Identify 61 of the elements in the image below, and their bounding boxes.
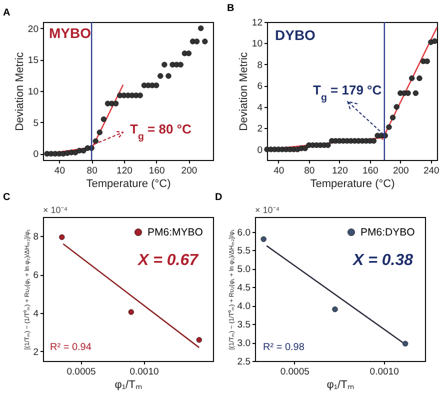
y-tick-label: 20 [28, 24, 38, 35]
annotation: X = 0.38 [352, 252, 414, 269]
annotation: MYBO [49, 25, 92, 41]
annotation: T$_{g}$ = 179 °C [312, 82, 382, 104]
y-tick-label: 3.5 [237, 320, 250, 331]
annotation: T$_{g}$ = 80 °C [130, 121, 192, 142]
x-tick-label: 160 [148, 166, 165, 176]
x-tick-label: 160 [362, 166, 378, 176]
x-axis-title: Temperature (°C) [310, 178, 395, 190]
y-tick-label: 4 [257, 102, 262, 114]
annotation: DYBO [275, 27, 316, 43]
legend-label: PM6:MYBO [148, 226, 203, 238]
legend-label: PM6:DYBO [360, 226, 415, 238]
text: × 10⁻⁴ [255, 205, 280, 215]
annotation: R² = 0.98 [263, 342, 305, 353]
y-tick-label: 2 [33, 346, 38, 358]
x-tick-label: 0.0005 [66, 366, 96, 378]
x-axis-title: Temperature (°C) [86, 178, 171, 190]
x-tick-label: 120 [332, 166, 348, 176]
y-tick-label: 8 [33, 232, 38, 243]
chart-title: A [3, 7, 10, 18]
y-tick-label: 2 [257, 124, 262, 135]
x-tick-label: 40 [54, 166, 65, 176]
y-tick-label: 5 [33, 118, 38, 129]
annotation: X = 0.67 [137, 252, 200, 269]
x-tick-label: 200 [181, 166, 198, 176]
y-axis-title: Deviation Metric [14, 52, 26, 131]
x-tick-label: 40 [274, 166, 284, 176]
y-tick-label: 3.0 [237, 338, 250, 350]
x-tick-label: 240 [423, 166, 440, 176]
chart-title: D [215, 192, 222, 203]
chart-title: B [227, 3, 234, 14]
x-axis-title: φ₁/Tₘ [114, 379, 142, 391]
y-axis-title: Deviation Metric [238, 52, 250, 131]
x-tick-label: 0.0010 [130, 366, 159, 378]
x-tick-label: 0.0010 [370, 366, 399, 378]
x-tick-label: 0.0005 [280, 366, 310, 378]
y-tick-label: 0 [33, 149, 38, 160]
y-tick-label: 4 [33, 308, 38, 320]
chart-title: C [3, 192, 10, 203]
annotation: R² = 0.94 [50, 342, 92, 353]
y-tick-label: 0 [257, 144, 262, 156]
y-tick-label: 10 [28, 86, 38, 98]
x-tick-label: 80 [86, 166, 98, 176]
y-tick-label: 8 [257, 60, 262, 71]
y-tick-label: 10 [252, 38, 262, 50]
y-tick-label: 5.0 [237, 264, 250, 276]
x-tick-label: 200 [392, 166, 409, 176]
y-tick-label: 12 [252, 18, 262, 28]
x-tick-label: 80 [304, 166, 315, 176]
x-tick-label: 120 [116, 166, 132, 176]
y-tick-label: 15 [28, 55, 38, 66]
y-tick-label: 2.5 [237, 356, 250, 368]
y-tick-label: 6.0 [237, 227, 250, 238]
y-tick-label: 6 [33, 270, 38, 282]
y-tick-label: 6 [257, 81, 262, 92]
y-tick-label: 5.5 [237, 246, 250, 257]
y-tick-label: 4.0 [237, 301, 250, 312]
y-tick-label: 4.5 [237, 282, 250, 294]
text: × 10⁻⁴ [43, 205, 68, 215]
x-axis-title: φ₁/Tₘ [326, 379, 354, 391]
